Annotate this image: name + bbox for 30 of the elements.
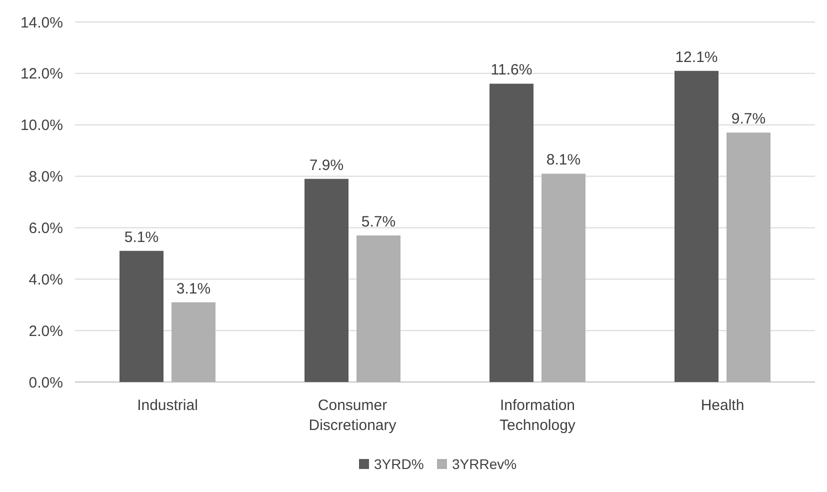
bar	[726, 132, 770, 382]
data-label: 12.1%	[675, 48, 718, 66]
x-tick-label: Industrial	[137, 397, 198, 414]
x-tick-label: Consumer Discretionary	[308, 397, 397, 434]
y-tick-label: 14.0%	[20, 14, 63, 32]
bar	[674, 70, 718, 382]
data-label: 3.1%	[176, 280, 211, 298]
x-tick-label: Health	[700, 397, 744, 414]
data-label: 7.9%	[309, 156, 344, 174]
legend-label: 3YRRev%	[452, 456, 517, 472]
y-tick-label: 10.0%	[20, 117, 63, 134]
y-tick-label: 6.0%	[28, 220, 63, 237]
data-label: 9.7%	[731, 110, 766, 128]
y-tick-label: 2.0%	[28, 322, 63, 340]
x-tick-label: Information Technology	[500, 397, 576, 434]
data-label: 5.7%	[361, 213, 396, 230]
data-label: 11.6%	[490, 62, 532, 79]
y-tick-label: 12.0%	[20, 66, 63, 83]
bar	[542, 174, 586, 382]
bar	[356, 235, 400, 382]
data-label: 5.1%	[124, 228, 159, 246]
legend-label: 3YRD%	[374, 456, 424, 472]
bar	[172, 302, 216, 382]
bar	[490, 84, 534, 382]
y-tick-label: 4.0%	[28, 271, 63, 288]
bar	[304, 178, 348, 382]
y-tick-label: 8.0%	[28, 168, 63, 186]
y-tick-label: 0.0%	[28, 374, 63, 392]
bar	[120, 250, 164, 382]
data-label: 8.1%	[546, 152, 581, 169]
